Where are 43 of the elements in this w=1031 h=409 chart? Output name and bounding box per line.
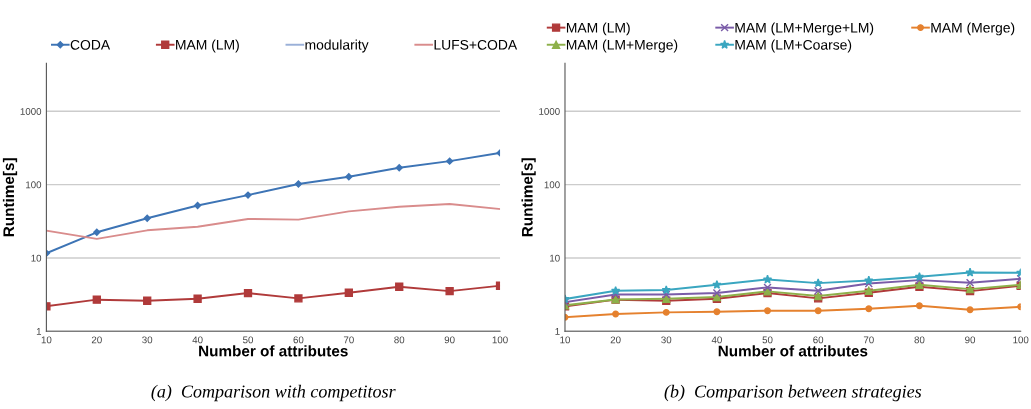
x-axis-title: Number of attributes — [199, 345, 348, 357]
y-tick-label: 1000 — [539, 108, 560, 115]
legend-label: LUFS+CODA — [434, 39, 518, 50]
y-axis-title: Runtime[s] — [2, 158, 18, 237]
x-tick-label: 70 — [343, 336, 354, 344]
x-tick-label: 20 — [610, 336, 621, 344]
y-tick-label: 1 — [36, 328, 42, 335]
x-tick-label: 80 — [394, 336, 405, 344]
legend-label: CODA — [70, 39, 111, 50]
legend-label: MAM (LM+Merge) — [566, 39, 678, 53]
text: (a) Comparison with competitosr — [151, 384, 396, 402]
x-tick-label: 40 — [192, 336, 203, 344]
y-tick-label: 100 — [544, 181, 560, 189]
x-tick-label: 50 — [762, 336, 773, 344]
x-tick-label: 40 — [711, 336, 722, 344]
y-tick-label: 100 — [26, 181, 42, 189]
y-tick-label: 1000 — [20, 108, 42, 115]
x-tick-label: 100 — [492, 336, 508, 344]
y-tick-label: 10 — [550, 254, 560, 262]
x-tick-label: 60 — [813, 336, 824, 344]
x-tick-label: 20 — [91, 336, 102, 344]
legend-label: MAM (Merge) — [931, 22, 1015, 36]
x-tick-label: 100 — [1013, 336, 1029, 344]
text: (b) Comparison between strategies — [664, 384, 922, 402]
y-tick-label: 1 — [555, 328, 560, 335]
y-axis-title: Runtime[s] — [521, 158, 536, 237]
x-tick-label: 30 — [142, 336, 153, 344]
legend-label: MAM (LM+Coarse) — [735, 39, 852, 53]
x-tick-label: 10 — [41, 336, 52, 344]
x-tick-label: 90 — [965, 336, 976, 344]
x-tick-label: 50 — [243, 336, 254, 344]
x-tick-label: 30 — [661, 336, 672, 344]
x-tick-label: 60 — [293, 336, 304, 344]
x-axis-title: Number of attributes — [718, 345, 868, 357]
legend-label: MAM (LM) — [566, 22, 630, 36]
x-tick-label: 10 — [560, 336, 571, 344]
y-tick-label: 10 — [31, 254, 42, 262]
legend-label: MAM (LM) — [176, 39, 239, 53]
x-tick-label: 80 — [914, 336, 925, 344]
legend-label: modularity — [305, 39, 369, 53]
x-tick-label: 70 — [863, 336, 874, 344]
legend-label: MAM (LM+Merge+LM) — [735, 22, 874, 36]
x-tick-label: 90 — [444, 336, 455, 344]
